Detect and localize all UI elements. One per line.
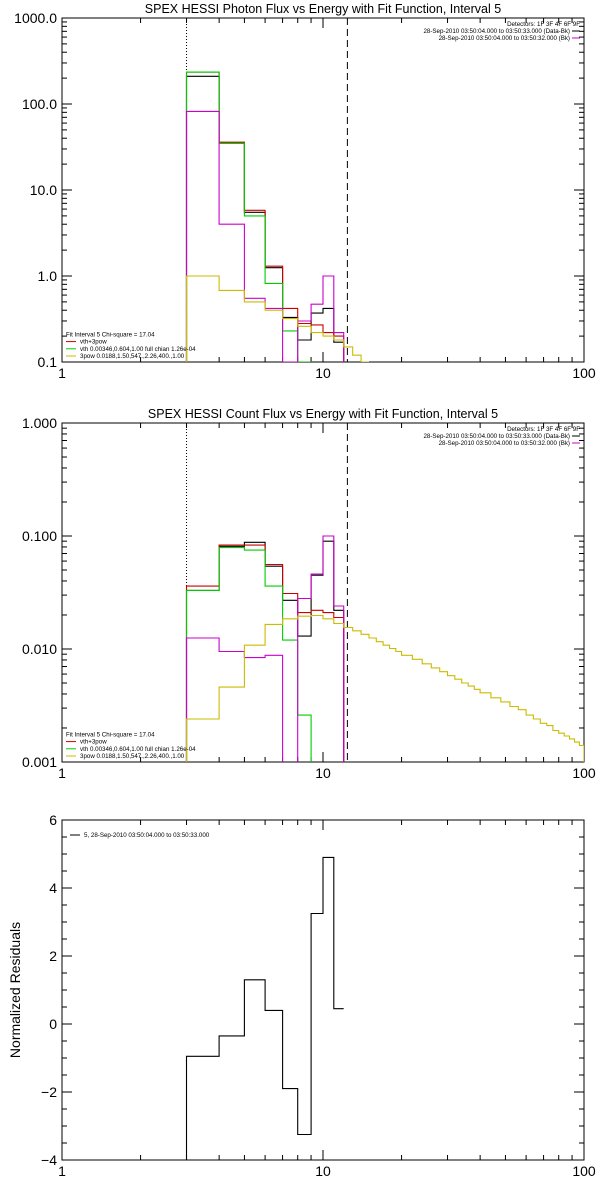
y-tick-label: 1.000 [22,415,57,431]
series-line-1 [185,856,344,1160]
y-tick-label: 6 [49,812,57,828]
legend-bottom-left-text: vth 0.00346,0.604,1.00 full chian 1.26e-… [80,746,196,753]
x-tick-label: 100 [572,365,596,381]
y-tick-label: −2 [41,1084,57,1100]
y-tick-label: 2 [49,948,57,964]
legend-bottom-left-text: Fit Interval 5 Chi-square = 17.04 [66,731,155,738]
y-axis-label: Normalized Residuals [7,922,23,1058]
series-group [185,535,584,762]
x-tick-label: 100 [572,1163,596,1179]
legend-bottom-left-text: 3pow 0.0188,1.50,547.,2.26,400.,1.00 [80,353,185,360]
y-tick-label: 0.001 [22,754,57,770]
legend-top-right-text: 28-Sep-2010 03:50:04.000 to 03:50:33.000… [423,28,570,35]
legend-top-left-text: 5, 28-Sep-2010 03:50:04.000 to 03:50:33.… [84,832,210,839]
y-tick-label: 0.1 [38,354,58,370]
y-tick-label: 10.0 [30,182,57,198]
legend-bottom-left-text: 3pow 0.0188,1.50,547.,2.26,400.,1.00 [80,753,185,760]
legend-bottom-left-text: vth 0.00346,0.604,1.00 full chian 1.26e-… [80,346,196,353]
y-tick-label: 0 [49,1016,57,1032]
chart-title: SPEX HESSI Count Flux vs Energy with Fit… [148,407,498,421]
y-tick-label: 100.0 [22,96,57,112]
x-tick-label: 1 [58,365,66,381]
series-line-2 [185,544,345,762]
y-tick-label: 1.0 [38,268,58,284]
x-tick-label: 10 [315,365,331,381]
series-group [185,71,369,362]
legend-top-right-text: 28-Sep-2010 03:50:04.000 to 03:50:32.000… [439,440,570,447]
x-tick-label: 1 [58,765,66,781]
x-tick-label: 100 [572,765,596,781]
y-tick-label: 0.100 [22,528,57,544]
series-group [185,856,344,1160]
y-tick-label: 4 [49,880,57,896]
series-line-1 [185,540,345,762]
legend-top-right-text: 28-Sep-2010 03:50:04.000 to 03:50:32.000… [439,35,570,42]
x-tick-label: 1 [58,1163,66,1179]
series-line-3 [185,547,345,762]
y-tick-label: 1000.0 [14,10,57,26]
legend-top-right-text: 28-Sep-2010 03:50:04.000 to 03:50:33.000… [423,433,570,440]
legend-top-right-text: Detectors: 1F 3F 4F 6F 9F [507,21,580,28]
x-tick-label: 10 [315,1163,331,1179]
series-line-2 [185,71,345,362]
series-line-4 [185,110,345,362]
chart-panel-1: SPEX HESSI Photon Flux vs Energy with Fi… [14,2,596,381]
x-tick-label: 10 [315,765,331,781]
chart-panel-2: SPEX HESSI Count Flux vs Energy with Fit… [22,407,596,781]
series-line-5 [185,614,584,762]
legend-top-right-text: Detectors: 1F 3F 4F 6F 9F [507,426,580,433]
chart-title: SPEX HESSI Photon Flux vs Energy with Fi… [145,2,501,16]
legend-bottom-left-text: vth+3pow [80,339,107,346]
y-tick-label: −4 [41,1152,57,1168]
chart-panel-3: 1 10 100 6 4 2 0 −2 −4 Normalized Residuals 5, 28-… [7,812,596,1179]
y-tick-label: 0.010 [22,641,57,657]
plot-frame [61,422,585,763]
legend-bottom-left-text: vth+3pow [80,739,107,746]
legend-bottom-left-text: Fit Interval 5 Chi-square = 17.04 [66,331,155,338]
series-line-3 [185,71,345,362]
series-line-4 [185,535,345,762]
series-line-5 [185,275,369,362]
